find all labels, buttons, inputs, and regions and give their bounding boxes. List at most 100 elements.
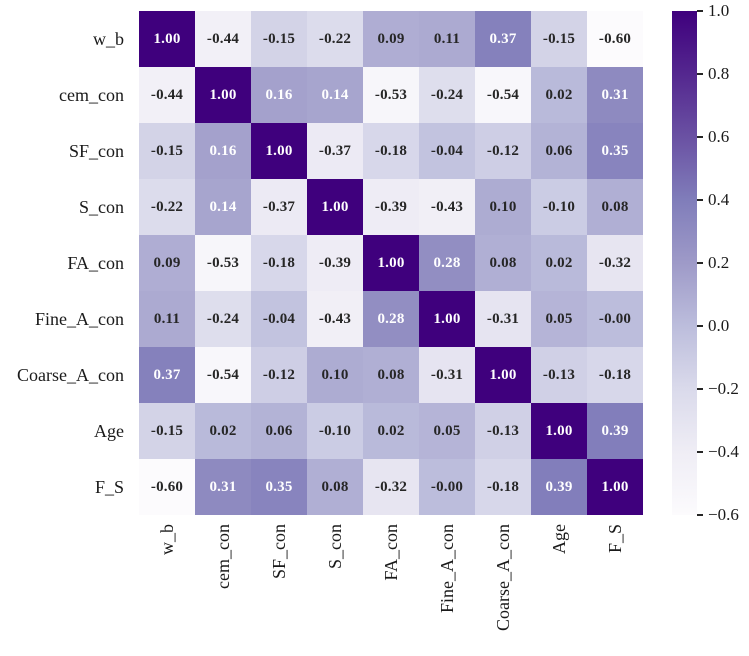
y-tick-label-Coarse_A_con: Coarse_A_con: [17, 364, 124, 385]
colorbar-tick-label: 0.4: [708, 190, 730, 209]
x-tick-label-text: Coarse_A_con: [493, 524, 513, 631]
cell-value: 0.08: [377, 366, 405, 383]
heatmap-cell-cem_con-F_S: 0.31: [587, 67, 643, 123]
cell-value: -0.53: [206, 254, 240, 271]
heatmap-cell-F_S-FA_con: -0.32: [363, 459, 419, 515]
colorbar-tick-mark: [697, 73, 703, 75]
heatmap-grid: 1.00 -0.44 -0.15 -0.22 0.09 0.11 0.37 -0.15 -0.6…: [139, 11, 643, 515]
heatmap-cell-SF_con-Fine_A_con: -0.04: [419, 123, 475, 179]
cell-value: -0.32: [598, 254, 632, 271]
cell-value: 0.28: [377, 310, 405, 327]
cell-value: -0.10: [318, 422, 352, 439]
cell-value: 0.16: [265, 86, 293, 103]
cell-value: 0.10: [489, 198, 517, 215]
heatmap-cell-cem_con-S_con: 0.14: [307, 67, 363, 123]
heatmap-cell-w_b-cem_con: -0.44: [195, 11, 251, 67]
heatmap-cell-Age-S_con: -0.10: [307, 403, 363, 459]
colorbar-tick-mark: [697, 10, 703, 12]
heatmap-cell-FA_con-Fine_A_con: 0.28: [419, 235, 475, 291]
heatmap-cell-Fine_A_con-SF_con: -0.04: [251, 291, 307, 347]
cell-value: 0.39: [545, 478, 573, 495]
heatmap-cell-w_b-F_S: -0.60: [587, 11, 643, 67]
x-tick-label-F_S: F_S: [587, 524, 643, 553]
heatmap-cell-FA_con-F_S: -0.32: [587, 235, 643, 291]
cell-value: 1.00: [265, 142, 293, 159]
cell-value: 0.39: [601, 422, 629, 439]
heatmap-cell-Age-Fine_A_con: 0.05: [419, 403, 475, 459]
cell-value: -0.53: [374, 86, 408, 103]
heatmap-cell-F_S-cem_con: 0.31: [195, 459, 251, 515]
cell-value: 1.00: [545, 422, 573, 439]
heatmap-cell-F_S-F_S: 1.00: [587, 459, 643, 515]
cell-value: -0.24: [430, 86, 464, 103]
colorbar-tick-mark: [697, 136, 703, 138]
colorbar-tick-mark: [697, 262, 703, 264]
cell-value: 0.14: [209, 198, 237, 215]
y-axis-labels: w_b cem_con SF_con S_con FA_con Fine_A_con Coa…: [0, 11, 131, 515]
cell-value: 0.37: [489, 30, 517, 47]
cell-value: 0.28: [433, 254, 461, 271]
cell-value: -0.12: [486, 142, 520, 159]
colorbar-tick-label: 0.8: [708, 64, 730, 83]
cell-value: -0.18: [486, 478, 520, 495]
cell-value: -0.18: [374, 142, 408, 159]
colorbar-tick-label: −0.6: [708, 505, 739, 524]
cell-value: 0.37: [153, 366, 181, 383]
heatmap-cell-cem_con-w_b: -0.44: [139, 67, 195, 123]
heatmap-cell-S_con-cem_con: 0.14: [195, 179, 251, 235]
heatmap-cell-Age-w_b: -0.15: [139, 403, 195, 459]
heatmap-cell-w_b-Age: -0.15: [531, 11, 587, 67]
heatmap-cell-Fine_A_con-Fine_A_con: 1.00: [419, 291, 475, 347]
heatmap-cell-Coarse_A_con-SF_con: -0.12: [251, 347, 307, 403]
heatmap-cell-FA_con-SF_con: -0.18: [251, 235, 307, 291]
cell-value: -0.13: [486, 422, 520, 439]
cell-value: 1.00: [377, 254, 405, 271]
heatmap-cell-w_b-S_con: -0.22: [307, 11, 363, 67]
heatmap-cell-cem_con-Age: 0.02: [531, 67, 587, 123]
cell-value: -0.39: [318, 254, 352, 271]
heatmap-cell-SF_con-Age: 0.06: [531, 123, 587, 179]
heatmap-cell-F_S-S_con: 0.08: [307, 459, 363, 515]
y-tick-label-w_b: w_b: [93, 28, 124, 49]
y-tick-label-Age: Age: [94, 420, 124, 441]
x-tick-label-text: SF_con: [269, 524, 289, 580]
x-axis-labels: w_b cem_con SF_con S_con FA_con Fine_A_con Coa…: [139, 524, 643, 656]
cell-value: 0.08: [489, 254, 517, 271]
heatmap-cell-w_b-Fine_A_con: 0.11: [419, 11, 475, 67]
heatmap-cell-Fine_A_con-Coarse_A_con: -0.31: [475, 291, 531, 347]
y-tick-label-FA_con: FA_con: [67, 252, 124, 273]
cell-value: -0.00: [430, 478, 464, 495]
heatmap-cell-FA_con-S_con: -0.39: [307, 235, 363, 291]
colorbar-tick-label: −0.4: [708, 442, 739, 461]
heatmap-cell-Age-FA_con: 0.02: [363, 403, 419, 459]
x-tick-label-text: Age: [549, 524, 569, 554]
cell-value: 1.00: [489, 366, 517, 383]
heatmap-cell-cem_con-Fine_A_con: -0.24: [419, 67, 475, 123]
x-tick-label-Fine_A_con: Fine_A_con: [419, 524, 475, 613]
cell-value: -0.31: [486, 310, 520, 327]
cell-value: -0.13: [542, 366, 576, 383]
cell-value: 1.00: [153, 30, 181, 47]
cell-value: -0.22: [318, 30, 352, 47]
cell-value: 0.02: [545, 86, 573, 103]
cell-value: -0.60: [150, 478, 184, 495]
cell-value: -0.37: [318, 142, 352, 159]
colorbar-tick-label: 1.0: [708, 1, 730, 20]
x-tick-label-SF_con: SF_con: [251, 524, 307, 579]
cell-value: 0.35: [265, 478, 293, 495]
cell-value: -0.54: [486, 86, 520, 103]
heatmap-cell-SF_con-F_S: 0.35: [587, 123, 643, 179]
cell-value: -0.12: [262, 366, 296, 383]
heatmap-cell-Age-Coarse_A_con: -0.13: [475, 403, 531, 459]
colorbar-tick-label: 0.2: [708, 253, 730, 272]
x-tick-label-cem_con: cem_con: [195, 524, 251, 589]
x-tick-label-FA_con: FA_con: [363, 524, 419, 581]
cell-value: 0.02: [377, 422, 405, 439]
cell-value: -0.43: [318, 310, 352, 327]
cell-value: 0.11: [153, 310, 181, 327]
heatmap-cell-SF_con-Coarse_A_con: -0.12: [475, 123, 531, 179]
colorbar-tick-mark: [697, 451, 703, 453]
heatmap-cell-Coarse_A_con-cem_con: -0.54: [195, 347, 251, 403]
cell-value: -0.00: [598, 310, 632, 327]
